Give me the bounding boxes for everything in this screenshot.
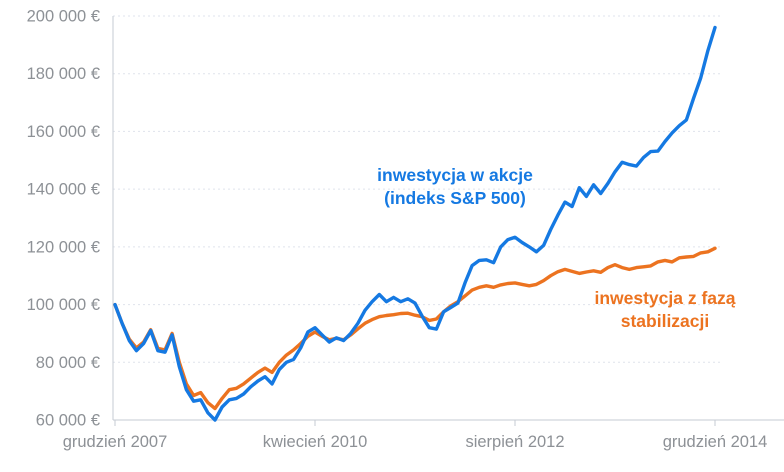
y-tick-label: 140 000 € [27, 181, 100, 199]
y-tick-label: 200 000 € [27, 8, 100, 26]
x-tick-label: kwiecień 2010 [263, 433, 368, 451]
y-tick-label: 180 000 € [27, 65, 100, 83]
x-tick-label: grudzień 2014 [663, 433, 768, 451]
series-line-stocks [113, 25, 717, 422]
y-tick-label: 160 000 € [27, 123, 100, 141]
y-tick-label: 60 000 € [36, 412, 100, 430]
y-tick-label: 120 000 € [27, 238, 100, 256]
x-tick-label: grudzień 2007 [63, 433, 168, 451]
x-tick-label: sierpień 2012 [465, 433, 564, 451]
y-tick-label: 80 000 € [36, 354, 100, 372]
y-tick-label: 100 000 € [27, 296, 100, 314]
series-line-stabilization [113, 246, 717, 411]
